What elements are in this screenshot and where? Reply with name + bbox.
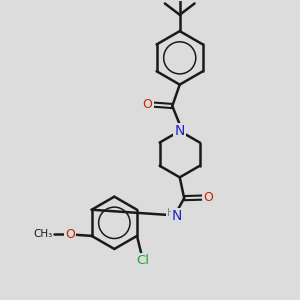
Text: H: H (167, 208, 175, 218)
Text: CH₃: CH₃ (33, 230, 52, 239)
Text: O: O (65, 228, 75, 241)
Text: N: N (172, 209, 182, 223)
Text: Cl: Cl (136, 254, 149, 267)
Text: O: O (203, 191, 213, 204)
Text: O: O (143, 98, 153, 111)
Text: N: N (175, 124, 185, 138)
